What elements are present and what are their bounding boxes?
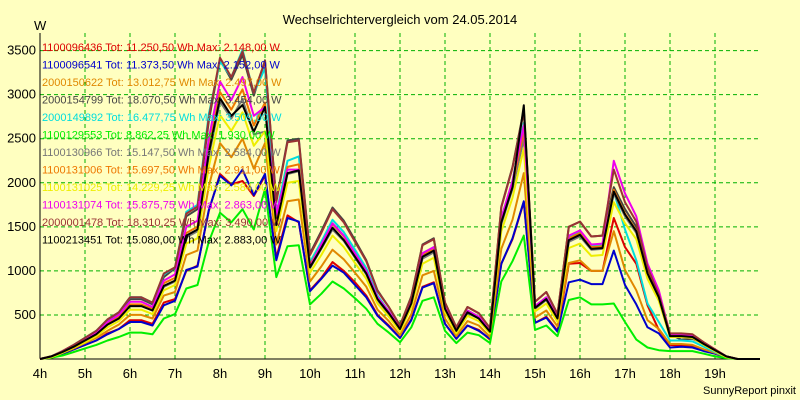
x-tick-label: 19h: [704, 366, 726, 381]
series-line-2: [39, 168, 760, 360]
chart-title: Wechselrichtervergleich vom 24.05.2014: [283, 12, 518, 27]
x-tick-labels: 4h 5h 6h 7h 8h 9h 10h 11h 12h 13h 14h 15h 16h 17h 18h 1…: [33, 366, 726, 381]
x-tick-label: 15h: [524, 366, 546, 381]
legend-entry-5: 2000149892 Tot: 16.477,75 Wh Max: 3.509,…: [42, 112, 282, 124]
x-tick-label: 6h: [123, 366, 137, 381]
legend-entry-1: 1100096436 Tot: 11.250,50 Wh Max: 2.148,…: [42, 42, 281, 54]
x-tick-label: 8h: [213, 366, 227, 381]
x-tick-label: 14h: [479, 366, 501, 381]
legend-entry-11: 2000001478 Tot: 18.310,25 Wh Max: 3.490,…: [42, 217, 282, 229]
legend-entry-2: 1100096541 Tot: 11.373,50 Wh Max: 2.152,…: [42, 60, 281, 72]
x-tick-label: 16h: [569, 366, 591, 381]
y-tick-label: 1000: [7, 263, 36, 278]
x-tick-label: 9h: [258, 366, 272, 381]
y-tick-label: 3500: [7, 43, 36, 58]
x-tick-label: 13h: [434, 366, 456, 381]
y-tick-label: 500: [14, 307, 36, 322]
x-tick-label: 12h: [389, 366, 411, 381]
x-tick-label: 7h: [168, 366, 182, 381]
legend-entry-9: 1100131025 Tot: 14.229,25 Wh Max: 2.584,…: [42, 182, 281, 194]
y-tick-label: 1500: [7, 219, 36, 234]
legend-entry-4: 2000154799 Tot: 18.070,50 Wh Max: 3.454,…: [42, 95, 282, 107]
y-tick-label: 2000: [7, 175, 36, 190]
legend-entry-10: 1100131074 Tot: 15.875,75 Wh Max: 2.863,…: [42, 200, 281, 212]
legend-entry-6: 1100129553 Tot: 8.862,25 Wh Max: 1.930,0…: [42, 130, 275, 142]
legend: 1100096436 Tot: 11.250,50 Wh Max: 2.148,…: [42, 42, 282, 247]
series-lines: [39, 48, 760, 360]
legend-entry-7: 1100130966 Tot: 15.147,50 Wh Max: 2.584,…: [42, 147, 281, 159]
y-tick-label: 3000: [7, 87, 36, 102]
y-tick-labels: 500 1000 1500 2000 2500 3000 3500: [7, 43, 36, 322]
x-tick-label: 11h: [345, 366, 366, 381]
legend-entry-8: 1100131006 Tot: 15.697,50 Wh Max: 2.911,…: [42, 165, 281, 177]
axes: [39, 33, 760, 360]
x-tick-label: 5h: [78, 366, 92, 381]
x-tick-label: 18h: [659, 366, 681, 381]
x-tick-label: 4h: [33, 366, 47, 381]
footer-credit: SunnyReport pinxit: [703, 385, 796, 397]
legend-entry-3: 2000150622 Tot: 13.012,75 Wh Max: 2.497,…: [42, 77, 282, 89]
series-line-9: [39, 111, 760, 360]
legend-entry-12: 1100213451 Tot: 15.080,00 Wh Max: 2.883,…: [42, 235, 281, 247]
x-tick-label: 17h: [614, 366, 636, 381]
series-line-11: [39, 50, 760, 360]
y-axis-label: W: [34, 18, 47, 33]
x-tick-label: 10h: [299, 366, 321, 381]
series-line-6: [39, 188, 760, 360]
y-tick-label: 2500: [7, 131, 36, 146]
series-line-3: [39, 137, 760, 360]
series-line-12: [39, 97, 760, 360]
